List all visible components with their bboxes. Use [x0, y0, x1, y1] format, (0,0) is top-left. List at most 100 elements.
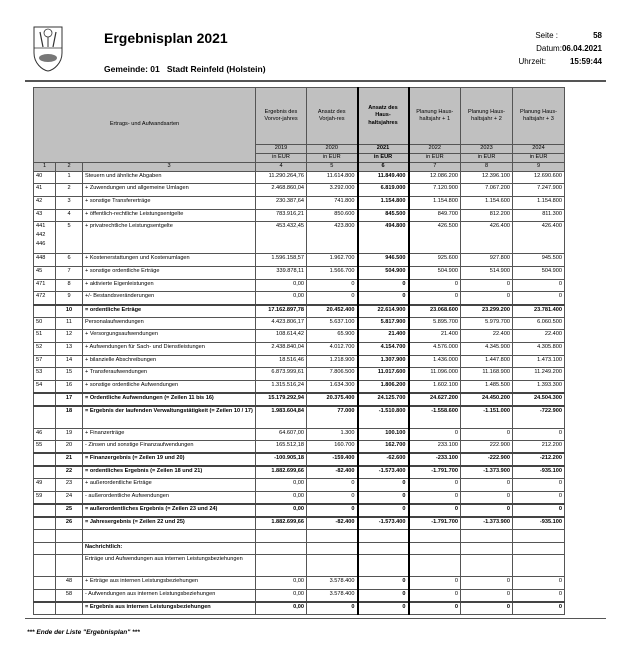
table-row: 18 = Ergebnis der laufenden Verwaltungstä…	[33, 405, 565, 429]
value-2022: 0	[408, 278, 461, 293]
line-description: + Erträge aus internen Leistungsbeziehun…	[82, 576, 256, 591]
table-row: 441 442 446 5 + privatrechtliche Leistungs…	[33, 221, 565, 255]
page-number: 58	[593, 31, 602, 40]
line-description: = ordentliche Erträge	[82, 303, 256, 318]
table-row: 45 7 + sonstige ordentliche Erträge 339.878…	[33, 265, 565, 280]
value-2022: 925.600	[408, 253, 461, 267]
value-2023: -1.151.000	[460, 405, 513, 429]
account-group: 50	[33, 316, 56, 331]
uhrzeit-label: Uhrzeit:	[518, 57, 546, 66]
value-2023: 0	[460, 478, 513, 492]
value-2019: 453.432,45	[255, 221, 307, 255]
value-2022: 0	[408, 478, 461, 492]
value-2021: 21.400	[356, 329, 410, 344]
value-2019	[255, 554, 307, 578]
value-2021: 946.500	[356, 253, 410, 267]
value-2023: -1.373.900	[460, 515, 513, 530]
value-2023: 5.979.700	[460, 316, 513, 331]
table-row: 51 12 + Versorgungsaufwendungen 108.614,42 6…	[33, 329, 565, 344]
line-description: = Jahresergebnis (= Zeilen 22 und 25)	[82, 515, 256, 530]
value-2020: 3.578.400	[306, 576, 358, 591]
line-number: 15	[55, 367, 83, 382]
value-2024: 0	[512, 427, 565, 442]
col-header-label: Planung Haus-haltsjahr + 2	[460, 87, 513, 145]
value-2024: 23.781.400	[512, 303, 565, 318]
account-group: 53	[33, 367, 56, 382]
municipality: Gemeinde: 01 Stadt Reinfeld (Holstein)	[104, 64, 266, 74]
value-2024: 811.300	[512, 208, 565, 223]
value-2020: 160.700	[306, 440, 358, 454]
col-num: 5	[306, 162, 358, 172]
account-group	[33, 576, 56, 591]
value-2023: 23.299.200	[460, 303, 513, 318]
line-description	[82, 529, 256, 543]
value-2023: 514.900	[460, 265, 513, 280]
col-header-year: 2020	[306, 144, 358, 154]
value-2019: 18.516,46	[255, 354, 307, 369]
account-group: 51	[33, 329, 56, 344]
value-2022: 1.436.000	[408, 354, 461, 369]
table-row: 59 24- außerordentliche Aufwendungen 0,00 0…	[33, 490, 565, 505]
value-2021: 0	[356, 589, 410, 603]
value-2019: 0,00	[255, 278, 307, 293]
value-2023: 0	[460, 490, 513, 505]
value-2024	[512, 541, 565, 556]
line-number: 48	[55, 576, 83, 591]
value-2022: -233.100	[408, 452, 461, 467]
line-description: Personalaufwendungen	[82, 316, 256, 331]
account-group: 448	[33, 253, 56, 267]
line-number: 12	[55, 329, 83, 344]
account-group: 46	[33, 427, 56, 442]
value-2019: 1.882.699,66	[255, 515, 307, 530]
value-2021: 162.700	[356, 440, 410, 454]
value-2024: 0	[512, 278, 565, 293]
value-2022: 0	[408, 601, 461, 616]
value-2024: -935.100	[512, 515, 565, 530]
value-2022: 0	[408, 291, 461, 305]
line-number: 14	[55, 354, 83, 369]
value-2022: 4.576.000	[408, 342, 461, 356]
value-2019: 64.607,00	[255, 427, 307, 442]
line-description: Erträge und Aufwendungen aus internen Le…	[82, 554, 256, 578]
value-2021: 6.819.000	[356, 183, 410, 197]
table-row	[33, 529, 565, 543]
time: 15:59:44	[569, 57, 602, 66]
line-description: Nachrichtlich:	[82, 541, 256, 556]
line-description: + sonstige ordentliche Aufwendungen	[82, 380, 256, 394]
table-row: 40 1 Steuern und ähnliche Abgaben 11.290.26…	[33, 170, 565, 185]
line-number: 24	[55, 490, 83, 505]
value-2021	[356, 529, 410, 543]
line-number: 3	[55, 195, 83, 210]
value-2024: 0	[512, 490, 565, 505]
col-num: 6	[356, 162, 410, 172]
value-2020: 1.566.700	[306, 265, 358, 280]
table-row: Erträge und Aufwendungen aus internen Le…	[33, 554, 565, 578]
value-2023: 222.900	[460, 440, 513, 454]
value-2023: 7.067.200	[460, 183, 513, 197]
table-row: 448 6 + Kostenerstattungen und Kostenumlag…	[33, 253, 565, 267]
table-row: = Ergebnis aus internen Leistungsbeziehu…	[33, 601, 565, 616]
value-2019: 0,00	[255, 291, 307, 305]
line-description: - Zinsen und sonstige Finanzaufwendungen	[82, 440, 256, 454]
value-2024: 0	[512, 576, 565, 591]
value-2020: 20.375.400	[306, 392, 358, 407]
value-2024: 945.500	[512, 253, 565, 267]
value-2019	[255, 529, 307, 543]
account-group	[33, 541, 56, 556]
value-2022	[408, 541, 461, 556]
line-description: + öffentlich-rechtliche Leistungsentgelt…	[82, 208, 256, 223]
value-2023: 812.200	[460, 208, 513, 223]
value-2023: 1.447.800	[460, 354, 513, 369]
value-2022: 849.700	[408, 208, 461, 223]
account-group	[33, 601, 56, 616]
line-description: = Finanzergebnis (= Zeilen 19 und 20)	[82, 452, 256, 467]
value-2021: 845.500	[356, 208, 410, 223]
value-2020: 1.634.300	[306, 380, 358, 394]
col-header-unit: in EUR	[512, 153, 565, 163]
account-group	[33, 589, 56, 603]
value-2020: 3.578.400	[306, 589, 358, 603]
value-2023: 1.485.500	[460, 380, 513, 394]
table-row: 57 14 + bilanzielle Abschreibungen 18.516,4…	[33, 354, 565, 369]
value-2021: 0	[356, 503, 410, 518]
value-2023	[460, 541, 513, 556]
